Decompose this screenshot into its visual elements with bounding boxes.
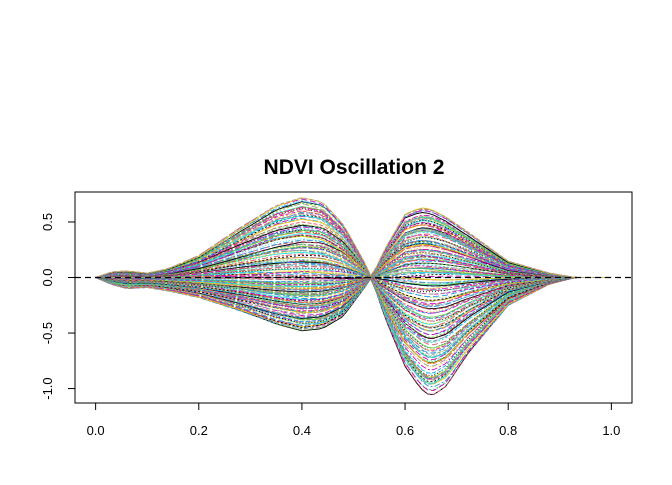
series-line [95, 277, 612, 322]
series-line [95, 277, 612, 368]
series-line [95, 272, 612, 278]
y-tick-label: -1.0 [40, 377, 55, 399]
y-tick-label: 0.0 [40, 268, 55, 286]
x-tick-label: 0.0 [87, 423, 105, 438]
series-line [95, 277, 612, 336]
x-tick-label: 0.2 [190, 423, 208, 438]
series-line [95, 197, 612, 278]
series-line [95, 223, 612, 278]
series-line [95, 277, 612, 320]
x-tick-label: 1.0 [602, 423, 620, 438]
series-line [95, 198, 612, 278]
chart-title: NDVI Oscillation 2 [264, 156, 445, 179]
series-line [95, 197, 612, 278]
series-layer [95, 197, 612, 395]
x-tick-label: 0.6 [396, 423, 414, 438]
series-line [95, 200, 612, 278]
series-line [95, 277, 612, 378]
series-line [95, 277, 612, 293]
y-tick-label: 0.5 [40, 213, 55, 231]
series-line [95, 211, 612, 278]
series-line [95, 277, 612, 349]
series-line [95, 229, 612, 278]
y-axis: 0.5 0.0 -0.5 -1.0 [40, 213, 76, 400]
series-line [95, 235, 612, 278]
series-line [95, 277, 612, 351]
y-tick-label: -0.5 [40, 322, 55, 344]
x-tick-label: 0.4 [293, 423, 311, 438]
x-tick-label: 0.8 [499, 423, 517, 438]
x-axis: 0.0 0.2 0.4 0.6 0.8 1.0 [87, 402, 620, 438]
series-line [95, 199, 612, 278]
